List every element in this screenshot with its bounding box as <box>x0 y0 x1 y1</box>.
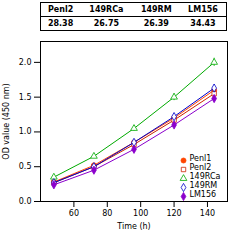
svg-text:Penl2: Penl2 <box>190 163 212 172</box>
html-text:149RCa: 149RCa <box>89 5 124 14</box>
html-text:28.38: 28.38 <box>47 19 74 28</box>
svg-text:149RCa: 149RCa <box>190 172 221 181</box>
svg-text:140: 140 <box>200 209 215 218</box>
svg-text:0.5: 0.5 <box>19 162 32 171</box>
svg-text:100: 100 <box>133 209 148 218</box>
svg-text:Penl1: Penl1 <box>190 154 212 163</box>
svg-text:OD value (450 nm): OD value (450 nm) <box>2 83 11 159</box>
svg-text:60: 60 <box>69 209 79 218</box>
svg-text:LM156: LM156 <box>190 190 217 199</box>
html-text:34.43: 34.43 <box>190 19 216 28</box>
svg-text:149RM: 149RM <box>190 181 218 190</box>
html-text:LM156: LM156 <box>188 5 218 14</box>
svg-text:0.0: 0.0 <box>19 197 32 206</box>
html-text:26.39: 26.39 <box>143 19 169 28</box>
svg-text:2.0: 2.0 <box>19 58 32 67</box>
svg-text:1.5: 1.5 <box>19 93 32 102</box>
svg-text:120: 120 <box>166 209 181 218</box>
svg-text:80: 80 <box>102 209 112 218</box>
html-text:Penl2: Penl2 <box>47 5 74 14</box>
svg-text:1.0: 1.0 <box>19 127 32 136</box>
svg-text:Time (h): Time (h) <box>116 222 150 231</box>
html-text:26.75: 26.75 <box>93 19 119 28</box>
html-text:149RM: 149RM <box>140 5 172 14</box>
